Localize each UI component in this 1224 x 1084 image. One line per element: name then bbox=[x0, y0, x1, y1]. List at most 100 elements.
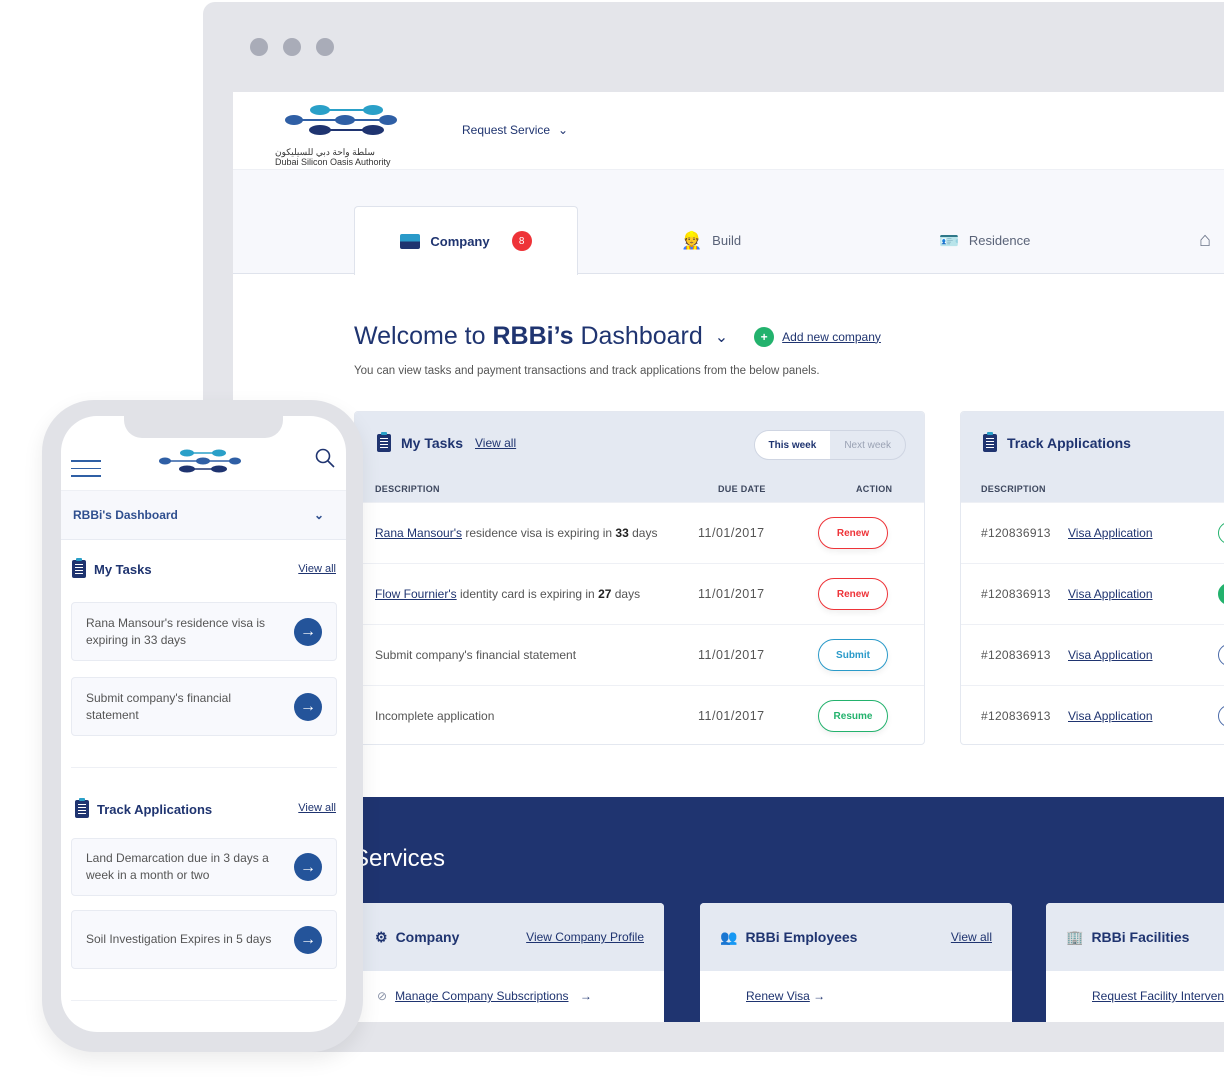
arrow-right-icon[interactable]: → bbox=[294, 925, 322, 954]
add-company-button[interactable]: + Add new company bbox=[754, 326, 881, 347]
dsoa-logo[interactable]: سلطة واحة دبي للسيليكون Dubai Silicon Oa… bbox=[275, 104, 405, 167]
arrow-right-icon[interactable]: → bbox=[294, 617, 322, 646]
card-title: RBBi Facilities bbox=[1091, 929, 1190, 945]
gear-icon: ⚙ bbox=[375, 928, 388, 945]
tab-label: Build bbox=[712, 233, 742, 248]
status-indicator-icon bbox=[1218, 583, 1224, 605]
welcome-subtitle: You can view tasks and payment transacti… bbox=[354, 365, 820, 377]
renew-button[interactable]: Renew bbox=[818, 578, 888, 610]
submit-button[interactable]: Submit bbox=[818, 639, 888, 671]
desktop-screen: سلطة واحة دبي للسيليكون Dubai Silicon Oa… bbox=[233, 92, 1224, 1022]
view-all-link[interactable]: View all bbox=[298, 802, 336, 814]
application-id: #120836913 bbox=[981, 648, 1051, 662]
request-facility-link[interactable]: Request Facility Intervention bbox=[1092, 989, 1224, 1003]
search-icon[interactable] bbox=[315, 448, 335, 474]
mobile-track-card[interactable]: Land Demarcation due in 3 days a week in… bbox=[71, 838, 337, 896]
task-text-tail: days bbox=[611, 587, 641, 601]
task-row: Submit company's financial statement 11/0… bbox=[355, 624, 924, 685]
chevron-down-icon[interactable]: ⌄ bbox=[714, 328, 729, 346]
tab-company[interactable]: Company 8 bbox=[354, 206, 578, 275]
due-date: 11/01/2017 bbox=[698, 648, 765, 662]
manage-subscriptions-link[interactable]: Manage Company Subscriptions bbox=[395, 989, 569, 1003]
renew-visa-link[interactable]: Renew Visa bbox=[746, 989, 810, 1003]
mobile-track-title: Track Applications bbox=[75, 798, 212, 818]
person-link[interactable]: Flow Fournier's bbox=[375, 587, 457, 601]
task-text: Rana Mansour's residence visa is expirin… bbox=[86, 615, 266, 647]
mobile-my-tasks-title: My Tasks bbox=[72, 558, 152, 578]
view-all-link[interactable]: View all bbox=[475, 436, 517, 450]
section-title: My Tasks bbox=[94, 561, 152, 577]
compass-icon: ⊘ bbox=[377, 989, 388, 1003]
clipboard-icon bbox=[377, 432, 391, 452]
application-link[interactable]: Visa Application bbox=[1068, 648, 1153, 662]
task-text-tail: days bbox=[628, 526, 658, 540]
divider bbox=[71, 767, 337, 768]
request-service-dropdown[interactable]: Request Service ⌄ bbox=[462, 123, 568, 137]
arrow-right-icon[interactable]: → bbox=[294, 853, 322, 881]
due-date: 11/01/2017 bbox=[698, 587, 765, 601]
mobile-task-card[interactable]: Submit company's financial statement → bbox=[71, 677, 337, 736]
window-dot bbox=[283, 38, 301, 56]
next-week-option[interactable]: Next week bbox=[844, 439, 891, 451]
status-indicator-icon bbox=[1218, 705, 1224, 727]
logo-english-text: Dubai Silicon Oasis Authority bbox=[275, 157, 391, 167]
due-date: 11/01/2017 bbox=[698, 709, 765, 723]
tab-residence[interactable]: 🪪 Residence bbox=[939, 206, 1030, 275]
task-text: identity card is expiring in bbox=[456, 587, 599, 601]
card-title: Company bbox=[395, 929, 460, 945]
mobile-phone-frame: RBBi's Dashboard ⌄ My Tasks View all Rana… bbox=[42, 400, 363, 1052]
task-description: Rana Mansour's residence visa is expirin… bbox=[355, 526, 698, 540]
person-link[interactable]: Rana Mansour's bbox=[375, 526, 462, 540]
arrow-right-icon[interactable]: → bbox=[294, 692, 322, 721]
hamburger-menu-icon[interactable] bbox=[71, 454, 101, 483]
column-header: DUE DATE bbox=[718, 484, 766, 494]
view-company-profile-link[interactable]: View Company Profile bbox=[526, 930, 644, 944]
application-link[interactable]: Visa Application bbox=[1068, 587, 1153, 601]
category-tabs: Company 8 👷 Build 🪪 Residence ⌂ bbox=[233, 170, 1224, 275]
view-all-link[interactable]: View all bbox=[298, 563, 336, 575]
clipboard-icon bbox=[983, 432, 997, 452]
days-count: 33 bbox=[615, 526, 629, 540]
welcome-prefix: Welcome to bbox=[354, 322, 493, 350]
renew-button[interactable]: Renew bbox=[818, 517, 888, 549]
home-icon: ⌂ bbox=[1199, 229, 1212, 251]
task-description: Submit company's financial statement bbox=[355, 648, 698, 662]
task-text: Submit company's financial statement bbox=[86, 690, 232, 722]
dashboard-selector[interactable]: RBBi's Dashboard ⌄ bbox=[61, 490, 346, 540]
tab-home[interactable]: ⌂ bbox=[1199, 206, 1211, 275]
request-service-label: Request Service bbox=[462, 123, 551, 137]
resume-button[interactable]: Resume bbox=[818, 700, 888, 732]
application-link[interactable]: Visa Application bbox=[1068, 526, 1153, 540]
service-card-company: ⚙ Company View Company Profile ⊘ Manage Com… bbox=[355, 903, 664, 1022]
mobile-track-card[interactable]: Soil Investigation Expires in 5 days → bbox=[71, 910, 337, 969]
services-section: Services ⚙ Company View Company Profile ⊘ M… bbox=[233, 797, 1224, 1022]
days-count: 27 bbox=[598, 587, 612, 601]
mobile-task-card[interactable]: Rana Mansour's residence visa is expirin… bbox=[71, 602, 337, 661]
service-card-facilities: 🏢 RBBi Facilities Request Facility Interv… bbox=[1046, 903, 1224, 1022]
arrow-right-icon: → bbox=[579, 989, 592, 1003]
clipboard-icon bbox=[72, 558, 86, 578]
mobile-screen: RBBi's Dashboard ⌄ My Tasks View all Rana… bbox=[61, 416, 346, 1032]
arrow-right-icon: → bbox=[813, 989, 826, 1003]
card-title: RBBi Employees bbox=[745, 929, 858, 945]
application-id: #120836913 bbox=[981, 587, 1051, 601]
task-description: Flow Fournier's identity card is expirin… bbox=[355, 587, 698, 601]
clipboard-icon bbox=[75, 798, 89, 818]
panel-title: Track Applications bbox=[1007, 435, 1131, 451]
notification-badge: 8 bbox=[511, 231, 532, 251]
building-icon: 🏢 bbox=[1066, 928, 1084, 945]
services-title: Services bbox=[353, 845, 446, 872]
welcome-suffix: Dashboard bbox=[573, 322, 703, 350]
column-header: DESCRIPTION bbox=[981, 484, 1046, 494]
this-week-option[interactable]: This week bbox=[754, 431, 831, 459]
track-applications-panel: Track Applications DESCRIPTION #12083691… bbox=[960, 411, 1224, 745]
chevron-down-icon: ⌄ bbox=[313, 508, 324, 522]
view-all-link[interactable]: View all bbox=[950, 930, 992, 944]
dsoa-logo[interactable] bbox=[157, 449, 243, 478]
add-company-link: Add new company bbox=[782, 329, 881, 344]
application-link[interactable]: Visa Application bbox=[1068, 709, 1153, 723]
tab-build[interactable]: 👷 Build bbox=[681, 206, 741, 275]
task-text: Submit company's financial statement bbox=[375, 648, 577, 662]
task-row: Rana Mansour's residence visa is expirin… bbox=[355, 502, 924, 563]
track-row: #120836913 Visa Application bbox=[961, 624, 1224, 685]
